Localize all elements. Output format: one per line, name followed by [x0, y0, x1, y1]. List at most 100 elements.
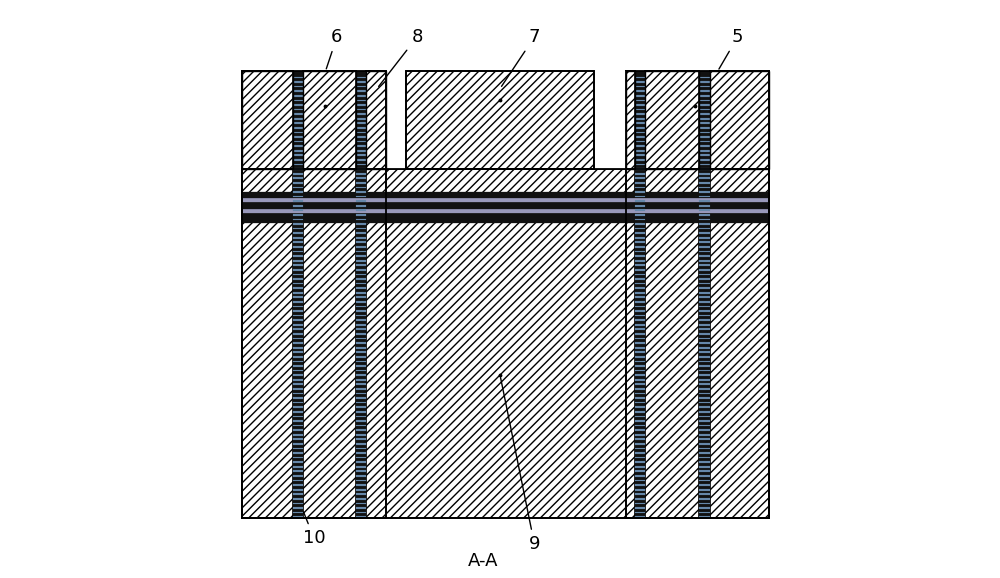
Bar — [356, 512, 366, 513]
Bar — [699, 333, 710, 335]
Bar — [635, 269, 645, 271]
Bar — [293, 457, 303, 458]
Bar — [699, 338, 710, 339]
Bar — [293, 154, 303, 156]
Bar — [635, 392, 645, 394]
Bar — [699, 429, 710, 431]
Bar — [356, 475, 366, 477]
Bar — [635, 237, 645, 239]
Bar — [710, 72, 769, 169]
Bar — [635, 438, 645, 440]
Bar — [356, 205, 366, 206]
Bar — [293, 512, 303, 513]
Bar — [356, 494, 366, 495]
Bar — [699, 154, 710, 156]
Bar — [699, 232, 710, 234]
Bar — [635, 164, 645, 165]
Bar — [699, 109, 710, 110]
Bar — [635, 287, 645, 289]
Bar — [366, 72, 386, 169]
Bar — [356, 502, 366, 504]
Bar — [242, 72, 293, 169]
Bar — [699, 480, 710, 481]
Bar — [293, 278, 303, 280]
Bar — [635, 406, 645, 408]
Bar — [635, 278, 645, 280]
Bar — [293, 95, 303, 97]
Bar — [635, 132, 645, 134]
Bar — [293, 81, 303, 83]
Bar — [293, 209, 303, 211]
Bar — [699, 443, 710, 444]
Bar — [699, 438, 710, 440]
Bar — [356, 264, 366, 266]
Bar — [699, 269, 710, 271]
Bar — [699, 383, 710, 385]
Bar — [356, 328, 366, 330]
Bar — [293, 273, 303, 275]
Bar — [293, 246, 303, 248]
Bar — [699, 502, 710, 504]
Bar — [635, 315, 645, 317]
Bar — [356, 301, 366, 303]
Bar — [356, 218, 366, 220]
Bar — [635, 136, 645, 138]
Bar — [356, 498, 366, 499]
Bar — [293, 287, 303, 289]
Bar — [293, 411, 303, 413]
Bar — [356, 113, 366, 115]
Bar — [635, 319, 645, 321]
Bar — [635, 86, 645, 87]
Bar — [356, 383, 366, 385]
Bar — [356, 379, 366, 380]
Bar — [293, 375, 303, 376]
Bar — [635, 502, 645, 504]
Bar — [699, 416, 710, 417]
Text: A-A: A-A — [468, 552, 498, 570]
Bar — [356, 438, 366, 440]
Bar — [242, 169, 769, 518]
Bar — [356, 297, 366, 298]
Bar — [293, 150, 303, 151]
Bar — [356, 95, 366, 97]
Bar — [293, 470, 303, 472]
Bar — [710, 72, 769, 518]
Bar — [293, 283, 303, 284]
Bar — [635, 484, 645, 486]
Bar — [293, 301, 303, 303]
Bar — [303, 72, 356, 518]
Bar — [635, 310, 645, 312]
Bar — [645, 72, 699, 169]
Bar — [293, 187, 303, 188]
Bar — [293, 182, 303, 184]
Bar — [356, 356, 366, 358]
Bar — [242, 209, 769, 213]
Bar — [356, 324, 366, 325]
Bar — [356, 461, 366, 463]
Bar — [356, 228, 366, 229]
Bar — [356, 484, 366, 486]
Bar — [699, 512, 710, 513]
Bar — [406, 72, 594, 169]
Bar — [293, 406, 303, 408]
Bar — [699, 402, 710, 403]
Bar — [699, 90, 710, 92]
Bar — [635, 498, 645, 499]
Bar — [699, 283, 710, 284]
Bar — [293, 388, 303, 390]
Bar — [699, 388, 710, 390]
Bar — [356, 283, 366, 284]
Bar — [293, 365, 303, 367]
Bar — [699, 145, 710, 147]
Bar — [293, 164, 303, 165]
Bar — [699, 315, 710, 317]
Bar — [710, 72, 769, 169]
Bar — [635, 260, 645, 261]
Bar — [293, 218, 303, 220]
Bar — [635, 99, 645, 101]
Bar — [699, 461, 710, 463]
Bar — [699, 123, 710, 124]
Bar — [356, 447, 366, 449]
Bar — [635, 177, 645, 179]
Bar — [635, 223, 645, 225]
